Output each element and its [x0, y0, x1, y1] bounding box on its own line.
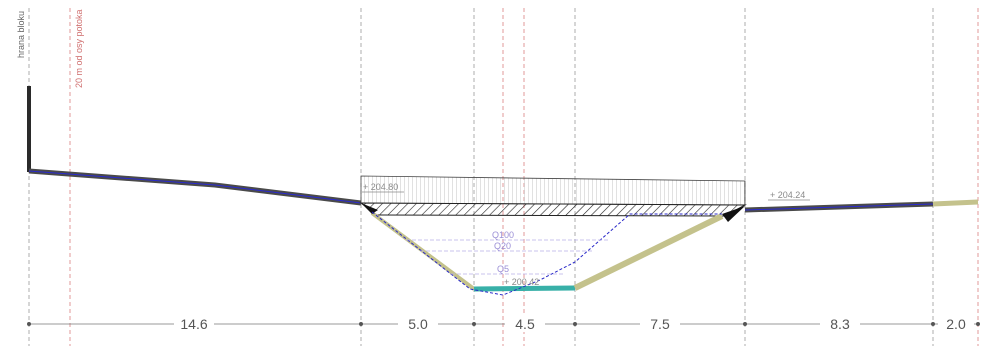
right-terrain-line	[744, 203, 934, 211]
dimension-labels: 14.6 5.0 4.5 7.5 8.3 2.0	[174, 316, 974, 332]
dimension-label: 8.3	[830, 316, 850, 332]
right-abutment	[722, 206, 745, 222]
q100-label: Q100	[492, 230, 514, 240]
dimension-tick	[359, 322, 363, 326]
dimension-label: 7.5	[650, 316, 670, 332]
dimension-tick	[27, 322, 31, 326]
block-edge-label: hrana bloku	[16, 11, 26, 58]
dimension-ticks	[27, 322, 980, 326]
dimension-tick	[472, 322, 476, 326]
dimension-tick	[976, 322, 980, 326]
left-terrain	[28, 168, 362, 206]
dimension-label: 2.0	[946, 316, 966, 332]
left-abutment	[361, 203, 378, 214]
block-wall	[27, 86, 31, 172]
stream-axis-label: 20 m od osy potoka	[74, 9, 84, 88]
bottom-level-label: + 200.42	[504, 277, 539, 287]
right-terrain-grass	[932, 199, 979, 207]
dimension-label: 5.0	[408, 316, 428, 332]
vertical-guides	[28, 8, 979, 346]
q20-label: Q20	[494, 241, 511, 251]
right-level-label: + 204.24	[770, 190, 805, 200]
dimension-tick	[573, 322, 577, 326]
left-terrain-line	[28, 170, 362, 204]
q5-label: Q5	[497, 264, 509, 274]
dimension-label: 4.5	[515, 316, 535, 332]
right-slope-grass	[573, 213, 724, 291]
water-surface-line	[371, 211, 722, 296]
dimension-tick	[743, 322, 747, 326]
bridge-deck	[360, 175, 746, 206]
channel-bottom	[473, 285, 576, 292]
dimension-tick	[931, 322, 935, 326]
dimension-label: 14.6	[180, 316, 207, 332]
bridge-level-label: + 204.80	[363, 182, 398, 192]
